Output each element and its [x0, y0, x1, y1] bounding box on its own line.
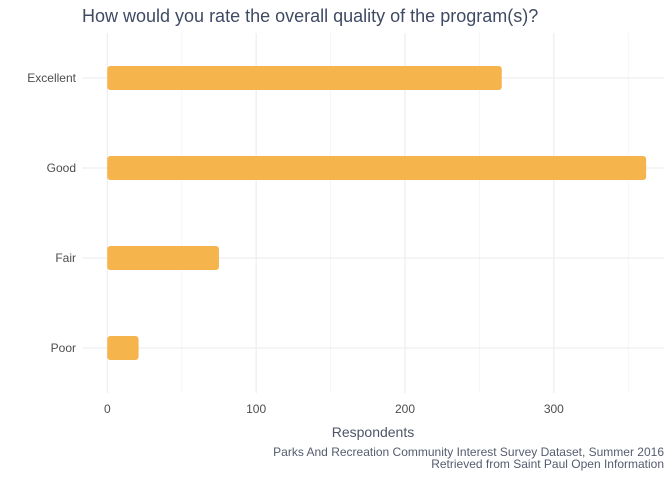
bar-excellent — [107, 66, 502, 90]
caption-line: Retrieved from Saint Paul Open Informati… — [431, 457, 664, 471]
x-tick-label: 200 — [395, 402, 415, 416]
x-tick-label: 300 — [544, 402, 564, 416]
caption: Parks And Recreation Community Interest … — [273, 446, 664, 470]
bar-layer — [107, 66, 647, 360]
chart-title: How would you rate the overall quality o… — [82, 6, 539, 26]
y-tick-label: Good — [47, 161, 76, 175]
bar-fair — [107, 246, 219, 270]
x-tick-label: 0 — [104, 402, 111, 416]
bar-poor — [107, 336, 139, 360]
label-layer: Excellent Good Fair Poor 0 100 200 300 Responden… — [27, 71, 564, 440]
x-axis-title: Respondents — [332, 424, 415, 440]
y-tick-label: Fair — [55, 251, 76, 265]
y-tick-label: Poor — [51, 341, 76, 355]
caption-line: Parks And Recreation Community Interest … — [273, 445, 664, 459]
x-tick-label: 100 — [246, 402, 266, 416]
y-tick-label: Excellent — [27, 71, 76, 85]
bar-good — [107, 156, 647, 180]
